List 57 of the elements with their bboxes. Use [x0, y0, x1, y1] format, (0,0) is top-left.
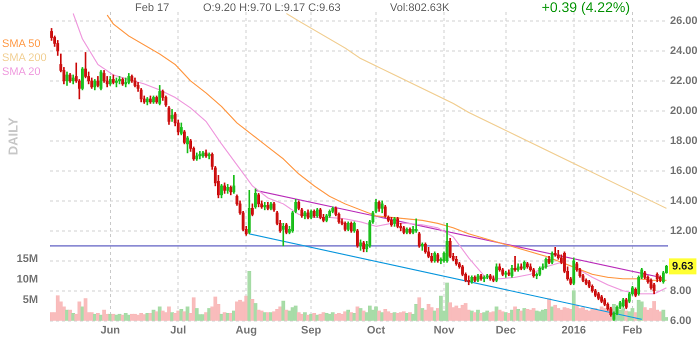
text: SMA 200 [2, 52, 47, 64]
bar [358, 308, 362, 321]
y-tick-label: 16.00 [670, 164, 698, 177]
y-tick-label: 14.00 [670, 194, 698, 207]
annotation: Vol:802.63K [390, 2, 450, 14]
bar [392, 312, 396, 321]
bar [170, 312, 174, 321]
bar [68, 310, 72, 321]
bar [275, 308, 279, 321]
y-tick-label: 22.00 [670, 74, 698, 87]
x-tick-label: Nov [434, 324, 456, 336]
bar [479, 313, 483, 321]
bar [290, 307, 294, 321]
y-tick-label: 18.00 [670, 134, 698, 147]
x-tick-label: Aug [236, 324, 257, 336]
text: SMA 50 [2, 38, 41, 50]
bar [377, 310, 381, 321]
x-tick-label: Oct [366, 324, 386, 336]
bar [652, 301, 656, 321]
bar [439, 296, 443, 321]
y-tick-label: 24.00 [670, 45, 698, 58]
y-tick-label: 12.00 [670, 224, 698, 237]
annotation: O:9.20 H:9.70 L:9.17 C:9.63 [203, 2, 341, 14]
bar [102, 310, 106, 321]
bar [324, 313, 328, 321]
x-tick-label: Feb [622, 324, 643, 336]
x-tick-label: Sep [301, 324, 322, 336]
y-tick-label: 20.00 [670, 104, 698, 117]
annotation: Feb 17 [135, 2, 170, 14]
bar [254, 303, 258, 321]
bar [513, 306, 517, 321]
y2-tick-label: 15M [16, 253, 38, 266]
bar [498, 310, 502, 321]
candlestick [115, 78, 118, 88]
y2-tick-label: 10M [16, 274, 38, 286]
y-tick-label: 26.00 [670, 15, 698, 28]
annotation: +0.39 (4.22%) [542, 0, 630, 15]
x-tick-label: Jun [100, 324, 120, 336]
bar [222, 312, 226, 321]
y2-tick-label: 5M [22, 294, 38, 306]
bar [186, 306, 190, 321]
x-tick-label: 2016 [562, 324, 586, 336]
bar [84, 298, 88, 321]
bar [445, 282, 449, 321]
bar [464, 303, 468, 321]
bar [204, 312, 208, 321]
bar [430, 307, 434, 321]
y-tick-label: 8.00 [670, 284, 692, 297]
candlestick [514, 256, 516, 272]
bar [532, 308, 536, 321]
bar [547, 298, 551, 321]
text: SMA 20 [2, 66, 41, 78]
x-tick-label: Dec [496, 324, 516, 336]
annotation: 9.63 [672, 260, 694, 272]
y-tick-label: 6.00 [670, 314, 692, 327]
x-tick-label: Jul [170, 324, 186, 336]
bar [120, 314, 124, 321]
